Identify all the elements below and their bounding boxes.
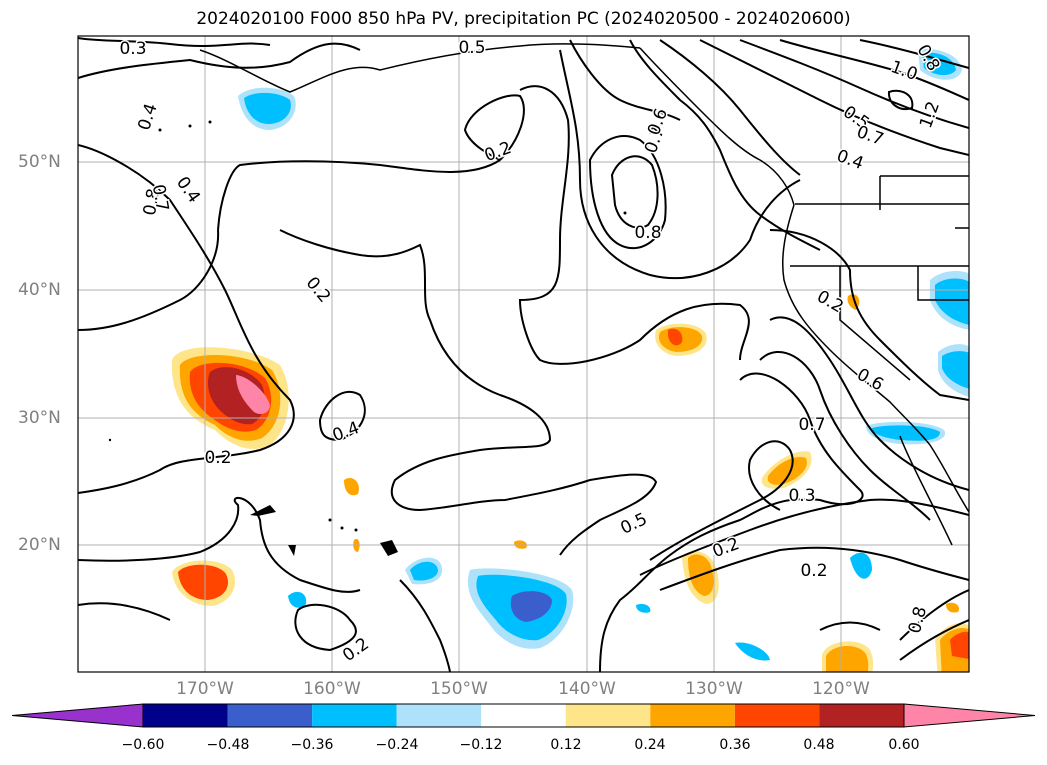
lat-label: 50°N <box>18 152 61 172</box>
lon-label: 130°W <box>685 679 743 699</box>
colorbar-tick: 0.12 <box>550 737 582 753</box>
colorbar-tick: −0.48 <box>206 737 250 753</box>
colorbar-tick: −0.36 <box>290 737 334 753</box>
colorbar-segment <box>312 704 397 727</box>
graticule <box>78 36 969 672</box>
colorbar-tick: 0.36 <box>719 737 751 753</box>
colorbar-segment <box>734 704 820 727</box>
lat-label: 20°N <box>18 535 61 555</box>
colorbar-outline <box>142 703 905 728</box>
contour-label: 0.8 <box>634 223 661 243</box>
lon-label: 150°W <box>430 679 488 699</box>
colorbar-segment <box>650 704 735 727</box>
colorbar-segment <box>227 704 313 727</box>
colorbar <box>11 703 1036 728</box>
colorbar-tick: −0.12 <box>459 737 503 753</box>
lat-label: 30°N <box>18 408 61 428</box>
coastlines <box>199 43 969 546</box>
colorbar-extend-min <box>11 703 144 728</box>
colorbar-tick: 0.24 <box>634 737 666 753</box>
colorbar-tick: 0.60 <box>888 737 920 753</box>
colorbar-segment <box>396 704 482 727</box>
colorbar-segment <box>143 704 228 727</box>
colorbar-tick: 0.48 <box>803 737 835 753</box>
colorbar-segment <box>565 704 651 727</box>
colorbar-segment <box>819 704 904 727</box>
contour-label: 0.7 <box>798 415 825 435</box>
pv-contours <box>78 37 969 672</box>
contour-label: 0.3 <box>788 486 815 506</box>
colorbar-tick: −0.60 <box>121 737 165 753</box>
contour-label: 0.3 <box>119 39 146 59</box>
colorbar-segment <box>481 704 566 727</box>
contour-label: 0.2 <box>800 561 827 581</box>
colorbar-tick: −0.24 <box>375 737 419 753</box>
map-frame <box>77 35 970 673</box>
lon-label: 140°W <box>558 679 616 699</box>
lat-label: 40°N <box>18 280 61 300</box>
contour-label: 0.2 <box>204 448 231 468</box>
lon-label: 120°W <box>812 679 870 699</box>
precip-shading <box>171 48 969 672</box>
colorbar-extend-max <box>903 703 1036 728</box>
map-title: 2024020100 F000 850 hPa PV, precipitatio… <box>196 9 851 29</box>
lon-label: 160°W <box>303 679 361 699</box>
lon-label: 170°W <box>176 679 234 699</box>
contour-label: 0.5 <box>458 38 485 58</box>
